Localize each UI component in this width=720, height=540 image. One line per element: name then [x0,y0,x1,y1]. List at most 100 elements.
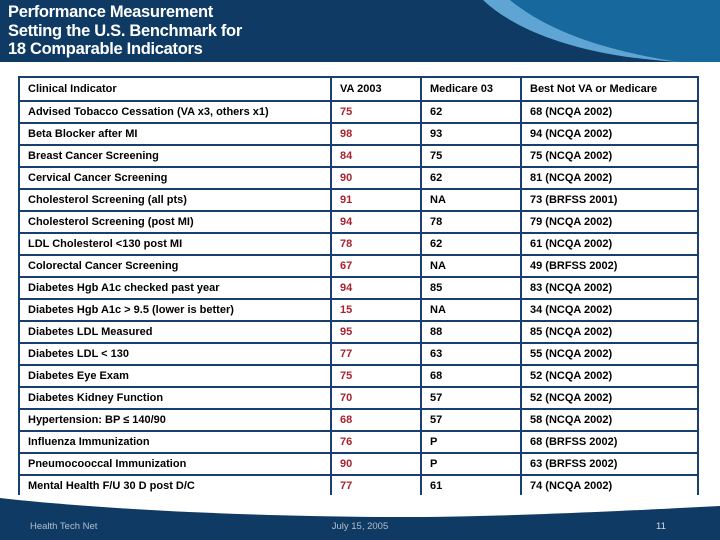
medicare-03-cell: 62 [420,100,522,124]
indicator-cell: Diabetes LDL < 130 [18,342,332,366]
medicare-03-cell: 78 [420,210,522,234]
va-2003-cell: 77 [330,342,422,366]
indicator-cell: Cholesterol Screening (all pts) [18,188,332,212]
medicare-03-cell: 57 [420,408,522,432]
table-row: Cholesterol Screening (all pts) 91 NA 73 (B… [18,188,699,212]
va-2003-cell: 94 [330,276,422,300]
best-not-va-or-medicare-cell: 58 (NCQA 2002) [520,408,699,432]
indicator-cell: Advised Tobacco Cessation (VA x3, others… [18,100,332,124]
va-2003-cell: 75 [330,100,422,124]
medicare-03-cell: 75 [420,144,522,168]
medicare-03-cell: 68 [420,364,522,388]
medicare-03-cell: 93 [420,122,522,146]
slide-title: Performance Measurement Setting the U.S.… [8,3,242,59]
va-2003-cell: 95 [330,320,422,344]
indicator-cell: Breast Cancer Screening [18,144,332,168]
indicators-table: Clinical Indicator VA 2003 Medicare 03 Best… [18,76,699,498]
table-row: Hypertension: BP ≤ 140/90 68 57 58 (NCQA 20… [18,408,699,432]
table-row: Diabetes Kidney Function 70 57 52 (NCQA 200… [18,386,699,410]
medicare-03-cell: NA [420,188,522,212]
table-row: Diabetes Eye Exam 75 68 52 (NCQA 2002) [18,364,699,388]
table-row: Pneumocooccal Immunization 90 P 63 (BRFSS 2… [18,452,699,476]
va-2003-cell: 15 [330,298,422,322]
indicator-cell: Mental Health F/U 30 D post D/C [18,474,332,498]
table-row: LDL Cholesterol <130 post MI 78 62 61 (NCQA… [18,232,699,256]
medicare-03-cell: NA [420,254,522,278]
header-swoosh-graphic [483,0,720,62]
va-2003-cell: 94 [330,210,422,234]
medicare-03-cell: P [420,452,522,476]
table-row: Colorectal Cancer Screening 67 NA 49 (BRFSS… [18,254,699,278]
best-not-va-or-medicare-cell: 52 (NCQA 2002) [520,386,699,410]
column-header-3: Best Not VA or Medicare [520,76,699,102]
indicator-cell: Pneumocooccal Immunization [18,452,332,476]
va-2003-cell: 68 [330,408,422,432]
va-2003-cell: 78 [330,232,422,256]
indicator-cell: Influenza Immunization [18,430,332,454]
table-row: Influenza Immunization 76 P 68 (BRFSS 2002) [18,430,699,454]
table-body: Advised Tobacco Cessation (VA x3, others… [18,100,699,498]
title-banner: Performance Measurement Setting the U.S.… [0,0,720,62]
best-not-va-or-medicare-cell: 94 (NCQA 2002) [520,122,699,146]
medicare-03-cell: 63 [420,342,522,366]
medicare-03-cell: 85 [420,276,522,300]
best-not-va-or-medicare-cell: 49 (BRFSS 2002) [520,254,699,278]
column-header-2: Medicare 03 [420,76,522,102]
va-2003-cell: 91 [330,188,422,212]
table-row: Advised Tobacco Cessation (VA x3, others… [18,100,699,124]
table-row: Diabetes Hgb A1c > 9.5 (lower is better)… [18,298,699,322]
indicator-cell: Beta Blocker after MI [18,122,332,146]
indicator-cell: Colorectal Cancer Screening [18,254,332,278]
best-not-va-or-medicare-cell: 55 (NCQA 2002) [520,342,699,366]
best-not-va-or-medicare-cell: 68 (BRFSS 2002) [520,430,699,454]
best-not-va-or-medicare-cell: 74 (NCQA 2002) [520,474,699,498]
best-not-va-or-medicare-cell: 85 (NCQA 2002) [520,320,699,344]
title-line-1: Performance Measurement [8,3,213,21]
column-header-1: VA 2003 [330,76,422,102]
best-not-va-or-medicare-cell: 81 (NCQA 2002) [520,166,699,190]
table-row: Beta Blocker after MI 98 93 94 (NCQA 2002) [18,122,699,146]
va-2003-cell: 67 [330,254,422,278]
footer-swoosh-graphic [0,495,720,540]
indicator-cell: Diabetes Hgb A1c checked past year [18,276,332,300]
medicare-03-cell: 88 [420,320,522,344]
indicator-cell: Diabetes Hgb A1c > 9.5 (lower is better) [18,298,332,322]
va-2003-cell: 70 [330,386,422,410]
best-not-va-or-medicare-cell: 61 (NCQA 2002) [520,232,699,256]
title-line-3: 18 Comparable Indicators [8,40,203,58]
indicator-cell: Diabetes Kidney Function [18,386,332,410]
va-2003-cell: 84 [330,144,422,168]
page-number: 11 [656,521,666,532]
va-2003-cell: 77 [330,474,422,498]
medicare-03-cell: 61 [420,474,522,498]
table-row: Diabetes LDL Measured 95 88 85 (NCQA 2002) [18,320,699,344]
best-not-va-or-medicare-cell: 83 (NCQA 2002) [520,276,699,300]
table-header: Clinical Indicator VA 2003 Medicare 03 Best… [18,76,699,102]
va-2003-cell: 76 [330,430,422,454]
va-2003-cell: 98 [330,122,422,146]
medicare-03-cell: P [420,430,522,454]
indicator-cell: Cholesterol Screening (post MI) [18,210,332,234]
table-row: Cervical Cancer Screening 90 62 81 (NCQA 20… [18,166,699,190]
indicator-cell: Diabetes LDL Measured [18,320,332,344]
best-not-va-or-medicare-cell: 52 (NCQA 2002) [520,364,699,388]
best-not-va-or-medicare-cell: 75 (NCQA 2002) [520,144,699,168]
header-row: Clinical Indicator VA 2003 Medicare 03 Best… [18,76,699,102]
column-header-0: Clinical Indicator [18,76,332,102]
indicators-table-container: Clinical Indicator VA 2003 Medicare 03 Best… [18,76,699,498]
table-row: Breast Cancer Screening 84 75 75 (NCQA 2002… [18,144,699,168]
best-not-va-or-medicare-cell: 63 (BRFSS 2002) [520,452,699,476]
table-row: Mental Health F/U 30 D post D/C 77 61 74 (N… [18,474,699,498]
indicator-cell: Diabetes Eye Exam [18,364,332,388]
footer-date: July 15, 2005 [331,521,389,532]
medicare-03-cell: 62 [420,166,522,190]
va-2003-cell: 90 [330,166,422,190]
footer-org-label: Health Tech Net [30,521,98,532]
indicator-cell: Hypertension: BP ≤ 140/90 [18,408,332,432]
table-row: Diabetes LDL < 130 77 63 55 (NCQA 2002) [18,342,699,366]
title-line-2: Setting the U.S. Benchmark for [8,21,242,40]
best-not-va-or-medicare-cell: 79 (NCQA 2002) [520,210,699,234]
va-2003-cell: 90 [330,452,422,476]
medicare-03-cell: 57 [420,386,522,410]
